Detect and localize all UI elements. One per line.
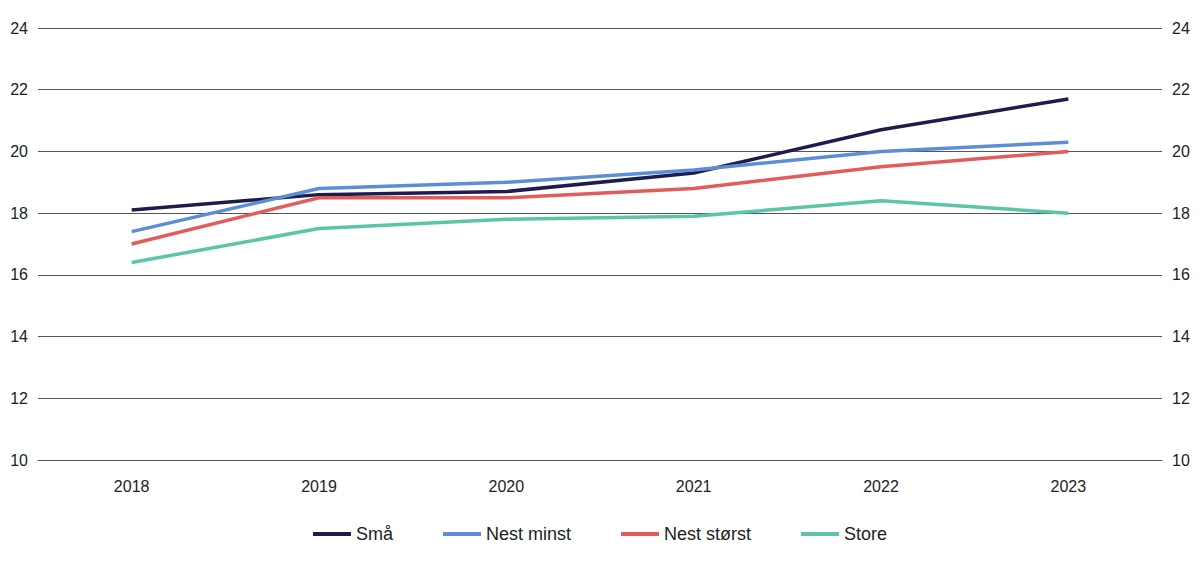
svg-text:2022: 2022 bbox=[863, 478, 899, 495]
svg-text:10: 10 bbox=[1172, 452, 1190, 469]
svg-text:Små: Små bbox=[356, 524, 394, 544]
svg-text:16: 16 bbox=[10, 266, 28, 283]
svg-text:22: 22 bbox=[1172, 81, 1190, 98]
svg-text:Nest størst: Nest størst bbox=[664, 524, 751, 544]
svg-text:2020: 2020 bbox=[489, 478, 525, 495]
svg-text:Nest minst: Nest minst bbox=[486, 524, 571, 544]
svg-text:18: 18 bbox=[1172, 205, 1190, 222]
svg-text:12: 12 bbox=[1172, 390, 1190, 407]
svg-text:20: 20 bbox=[10, 143, 28, 160]
svg-text:12: 12 bbox=[10, 390, 28, 407]
svg-text:20: 20 bbox=[1172, 143, 1190, 160]
svg-text:18: 18 bbox=[10, 205, 28, 222]
svg-text:22: 22 bbox=[10, 81, 28, 98]
svg-text:16: 16 bbox=[1172, 266, 1190, 283]
svg-text:14: 14 bbox=[1172, 328, 1190, 345]
svg-text:2018: 2018 bbox=[114, 478, 150, 495]
svg-text:10: 10 bbox=[10, 452, 28, 469]
svg-text:2023: 2023 bbox=[1051, 478, 1087, 495]
svg-text:2021: 2021 bbox=[676, 478, 712, 495]
svg-text:Store: Store bbox=[844, 524, 887, 544]
svg-text:14: 14 bbox=[10, 328, 28, 345]
svg-text:24: 24 bbox=[1172, 20, 1190, 37]
svg-text:24: 24 bbox=[10, 20, 28, 37]
svg-text:2019: 2019 bbox=[301, 478, 337, 495]
